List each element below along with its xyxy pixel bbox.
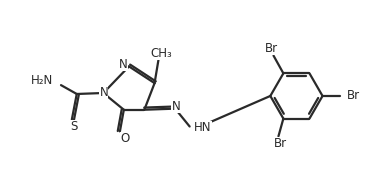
Text: HN: HN: [194, 121, 212, 134]
Text: N: N: [99, 86, 108, 99]
Text: Br: Br: [274, 137, 287, 150]
Text: H₂N: H₂N: [31, 74, 53, 87]
Text: Br: Br: [347, 89, 360, 102]
Text: CH₃: CH₃: [150, 47, 172, 60]
Text: Br: Br: [265, 42, 278, 55]
Text: O: O: [120, 132, 129, 145]
Text: N: N: [119, 58, 128, 71]
Text: N: N: [171, 100, 180, 113]
Text: S: S: [70, 120, 77, 133]
